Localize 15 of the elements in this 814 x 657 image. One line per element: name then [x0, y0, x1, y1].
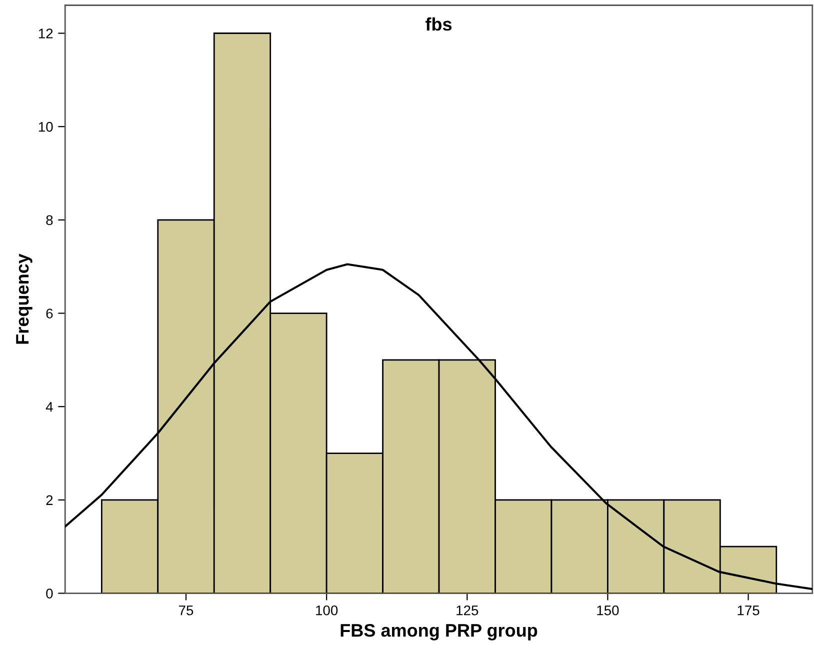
x-tick-label: 125 — [456, 605, 478, 616]
y-tick-label: 6 — [46, 308, 53, 318]
y-axis-title: Frequency — [16, 254, 32, 344]
x-tick-label: 75 — [178, 606, 194, 616]
y-tick-label: 8 — [46, 215, 53, 226]
x-tick-label: 100 — [316, 605, 338, 616]
y-tick-label: 4 — [46, 402, 53, 412]
y-tick-label: 0 — [46, 588, 53, 598]
y-tick-label: 2 — [46, 495, 53, 505]
y-tick-label: 10 — [38, 122, 53, 132]
x-tick-label: 150 — [597, 605, 619, 616]
text: fbs — [426, 17, 452, 31]
y-tick-label: 12 — [38, 28, 53, 38]
x-axis-title: FBS among PRP group — [340, 624, 538, 640]
x-tick-label: 175 — [738, 606, 760, 616]
